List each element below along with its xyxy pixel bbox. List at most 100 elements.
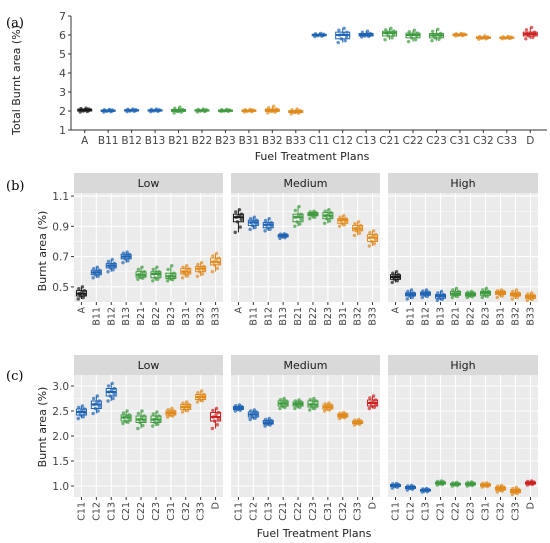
data-point (408, 33, 412, 37)
xtick-label: B33 (368, 307, 379, 326)
data-point (140, 409, 144, 413)
c-facet-low: Low C11 C12 C13 C21 C22 C23 C31 C32 C33 D (74, 355, 223, 521)
data-point (368, 401, 373, 405)
data-point (263, 424, 267, 428)
data-point (274, 107, 279, 111)
data-point (439, 479, 444, 483)
b-facet-high: High A B11 B12 B13 B21 B22 B23 B31 B32 B33 (388, 173, 538, 326)
data-point (353, 221, 357, 226)
data-point (264, 420, 268, 425)
panel-c-ylabel: Burnt area (%) (36, 387, 49, 468)
data-point (139, 416, 144, 420)
data-point (360, 30, 365, 35)
xtick-label: C21 (278, 502, 289, 521)
data-point (248, 409, 253, 413)
data-point (373, 398, 378, 402)
data-point (365, 32, 369, 36)
data-point (282, 396, 286, 401)
panel-a-xtick-label: C22 (403, 135, 424, 147)
data-point (338, 218, 343, 222)
c-ytick-label: 2.0 (52, 431, 69, 443)
xtick-label: B21 (451, 307, 462, 326)
data-point (187, 402, 191, 407)
data-point (486, 289, 491, 294)
xtick-label: C13 (106, 502, 117, 521)
data-point (254, 222, 258, 226)
panel-a-box-C33 (499, 34, 515, 41)
b-ytick-label: 1.1 (52, 191, 69, 203)
data-point (216, 410, 221, 415)
data-point (95, 394, 100, 398)
data-point (411, 291, 416, 295)
data-point (214, 413, 218, 417)
data-point (356, 225, 360, 229)
data-point (342, 26, 346, 31)
data-point (327, 401, 331, 405)
panel-a-ytick-label: 6 (59, 29, 66, 42)
panel-a-xtick-label: B11 (98, 135, 119, 147)
data-point (337, 28, 341, 32)
data-point (484, 481, 489, 485)
data-point (107, 107, 112, 112)
data-point (97, 404, 101, 409)
data-point (373, 232, 378, 237)
data-point (139, 271, 144, 275)
panel-a-xtick-label: B13 (145, 135, 166, 147)
data-point (451, 291, 455, 296)
data-point (356, 417, 361, 422)
xtick-label: D (368, 502, 379, 509)
xtick-label: B23 (166, 307, 177, 326)
xtick-label: B31 (496, 307, 507, 326)
data-point (526, 295, 530, 299)
xtick-label: B11 (91, 307, 102, 326)
b-medium-box-B32 (352, 220, 364, 238)
data-point (80, 404, 85, 408)
data-point (395, 279, 399, 283)
c-medium-box-C11 (232, 403, 244, 413)
data-point (412, 32, 416, 36)
data-point (157, 274, 161, 278)
data-point (436, 291, 440, 295)
b-low-box-B22 (150, 265, 162, 283)
xtick-label: B13 (436, 307, 447, 326)
data-point (462, 32, 466, 36)
data-point (272, 104, 276, 108)
b-high-box-A (390, 270, 401, 285)
data-point (454, 480, 459, 485)
panel-a-xtick-label: D (526, 135, 534, 147)
data-point (199, 260, 204, 265)
data-point (477, 34, 482, 39)
data-point (296, 214, 301, 218)
b-medium-box-B22 (307, 209, 319, 221)
data-point (234, 215, 238, 219)
data-point (511, 292, 515, 297)
b-low-box-B21 (135, 265, 147, 281)
data-point (358, 228, 363, 232)
panel-a-xtick-label: B33 (285, 135, 306, 147)
data-point (308, 210, 312, 214)
data-point (199, 389, 204, 393)
data-point (529, 25, 534, 30)
xtick-label: D (211, 502, 222, 509)
data-point (409, 483, 414, 488)
data-point (237, 214, 241, 218)
data-point (156, 277, 160, 281)
data-point (526, 479, 530, 484)
panel-a-xtick-label: B21 (168, 135, 189, 147)
data-point (390, 36, 394, 40)
data-point (79, 106, 83, 111)
c-low-box-C11 (75, 404, 87, 421)
data-point (299, 217, 303, 222)
data-point (151, 412, 155, 416)
data-point (249, 220, 253, 225)
data-point (383, 38, 387, 42)
xtick-label: B12 (421, 307, 432, 326)
data-point (294, 402, 298, 406)
data-point (524, 37, 528, 41)
panel-a-xtick-label: C32 (473, 135, 494, 147)
data-point (466, 290, 470, 294)
data-point (406, 292, 410, 297)
data-point (421, 289, 425, 293)
data-point (451, 288, 455, 292)
c-medium-box-C33 (352, 417, 364, 427)
